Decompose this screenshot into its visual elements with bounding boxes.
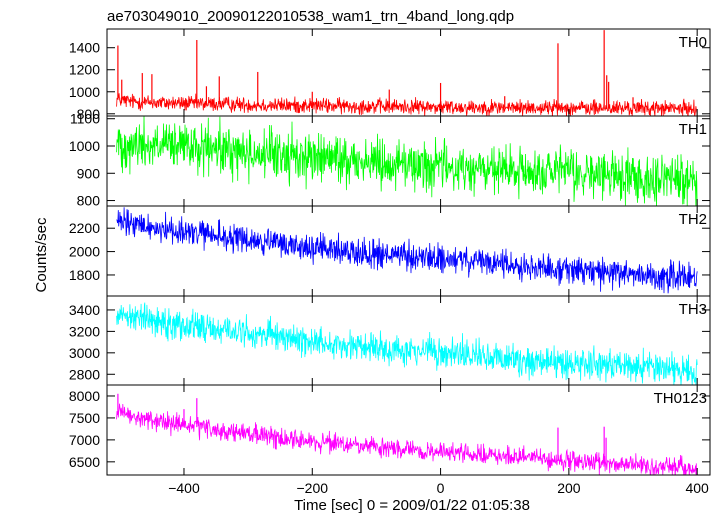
y-tick-label: 800 (77, 106, 101, 122)
y-tick-label: 2800 (69, 366, 100, 382)
series-th3 (116, 302, 698, 385)
panel-label: TH2 (679, 211, 707, 228)
y-axis-label: Counts/sec (33, 217, 50, 293)
y-tick-label: 8000 (69, 388, 100, 404)
panels-group: 800 1000 1200 1400 TH0 800 900 1000 1100 TH1 1800 2… (69, 28, 711, 476)
y-tick-label: 1200 (69, 62, 100, 78)
x-axis: −400 −200 0 200 400 (168, 480, 709, 496)
panel-label: TH0 (679, 34, 707, 51)
panel-th2: 1800 2000 2200 TH2 (69, 205, 711, 297)
y-tick-label: 2200 (69, 220, 100, 236)
y-tick-label: 3400 (69, 302, 100, 318)
x-tick-label: 400 (685, 480, 709, 496)
y-tick-label: 7500 (69, 410, 100, 426)
y-tick-label: 1400 (69, 40, 100, 56)
panel-frame (106, 295, 711, 386)
series-th2 (116, 207, 698, 294)
panel-th0: 800 1000 1200 1400 TH0 (69, 28, 711, 122)
y-tick-label: 2000 (69, 244, 100, 260)
panel-label: TH0123 (654, 390, 707, 407)
panel-th1: 800 900 1000 1100 TH1 (69, 111, 711, 209)
y-tick-label: 900 (77, 165, 101, 181)
y-tick-label: 800 (77, 193, 101, 209)
y-tick-label: 1000 (69, 138, 100, 154)
y-tick-label: 3200 (69, 323, 100, 339)
series-th0123 (116, 403, 698, 475)
panel-label: TH1 (679, 121, 707, 138)
y-tick-label: 1000 (69, 84, 100, 100)
panel-th0123: 6500 7000 7500 8000 TH0123 (69, 384, 711, 476)
panel-frame (106, 384, 711, 476)
panel-label: TH3 (679, 301, 707, 318)
x-tick-label: −400 (168, 480, 200, 496)
y-tick-label: 3000 (69, 345, 100, 361)
y-tick-label: 7000 (69, 432, 100, 448)
panel-th3: 2800 3000 3200 3400 TH3 (69, 295, 711, 386)
chart-title: ae703049010_20090122010538_wam1_trn_4ban… (107, 8, 514, 25)
y-tick-label: 1100 (70, 111, 100, 127)
x-tick-label: −200 (297, 480, 329, 496)
y-tick-label: 6500 (69, 454, 100, 470)
x-tick-label: 0 (437, 480, 445, 496)
series-th1 (116, 116, 698, 206)
x-axis-label: Time [sec] 0 = 2009/01/22 01:05:38 (294, 497, 530, 514)
x-tick-label: 200 (557, 480, 581, 496)
y-tick-label: 1800 (69, 267, 100, 283)
series-th0 (116, 93, 698, 116)
